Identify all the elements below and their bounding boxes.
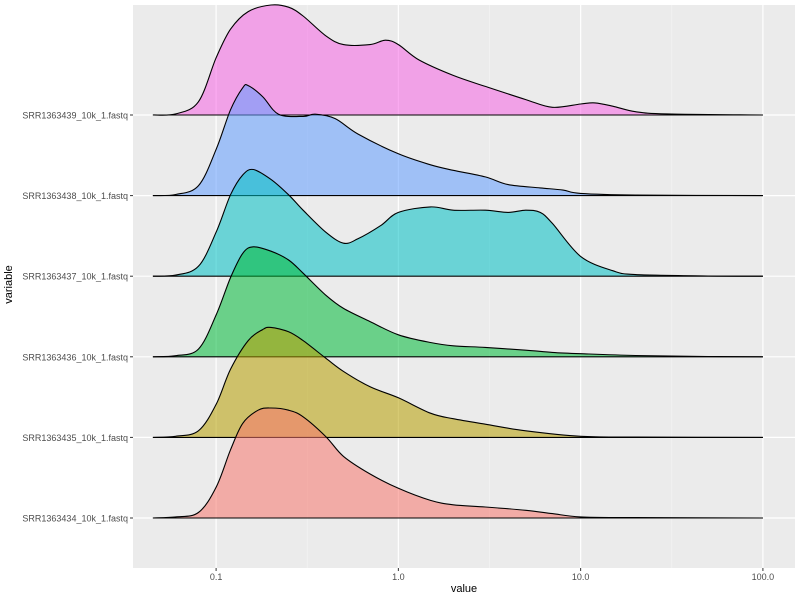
ridge-outline xyxy=(152,407,763,519)
y-axis-title: variable xyxy=(3,265,15,304)
ridge-area xyxy=(152,327,763,438)
ridge-area xyxy=(152,4,763,116)
y-tick-label: SRR1363434_10k_1.fastq xyxy=(22,514,128,524)
y-tick-label: SRR1363437_10k_1.fastq xyxy=(22,272,128,282)
ridge-area xyxy=(152,84,763,196)
y-tick-label: SRR1363439_10k_1.fastq xyxy=(22,111,128,121)
x-axis: 0.1 1.0 10.0 100.0 xyxy=(210,568,774,582)
ridge-outline xyxy=(152,246,763,358)
x-tick-label: 0.1 xyxy=(210,572,223,582)
ridge-outline xyxy=(152,84,763,197)
ridge-outline xyxy=(152,4,763,116)
y-tick-label: SRR1363436_10k_1.fastq xyxy=(22,352,128,362)
ridge-outline xyxy=(152,326,763,438)
x-tick-label: 100.0 xyxy=(752,572,775,582)
y-tick-label: SRR1363438_10k_1.fastq xyxy=(22,191,128,201)
y-tick-label: SRR1363435_10k_1.fastq xyxy=(22,433,128,443)
ridge-area xyxy=(152,169,763,277)
x-tick-label: 1.0 xyxy=(392,572,405,582)
ridge-outline xyxy=(152,168,763,277)
ridge-SRR1363434_10k_1.fastq xyxy=(152,407,763,519)
x-tick-label: 10.0 xyxy=(572,572,590,582)
ridges xyxy=(152,4,763,519)
ridge-area xyxy=(152,246,763,357)
x-axis-title: value xyxy=(451,583,477,595)
y-axis: SRR1363434_10k_1.fastq SRR1363435_10k_1.f… xyxy=(22,111,133,524)
ridge-area xyxy=(152,407,763,518)
